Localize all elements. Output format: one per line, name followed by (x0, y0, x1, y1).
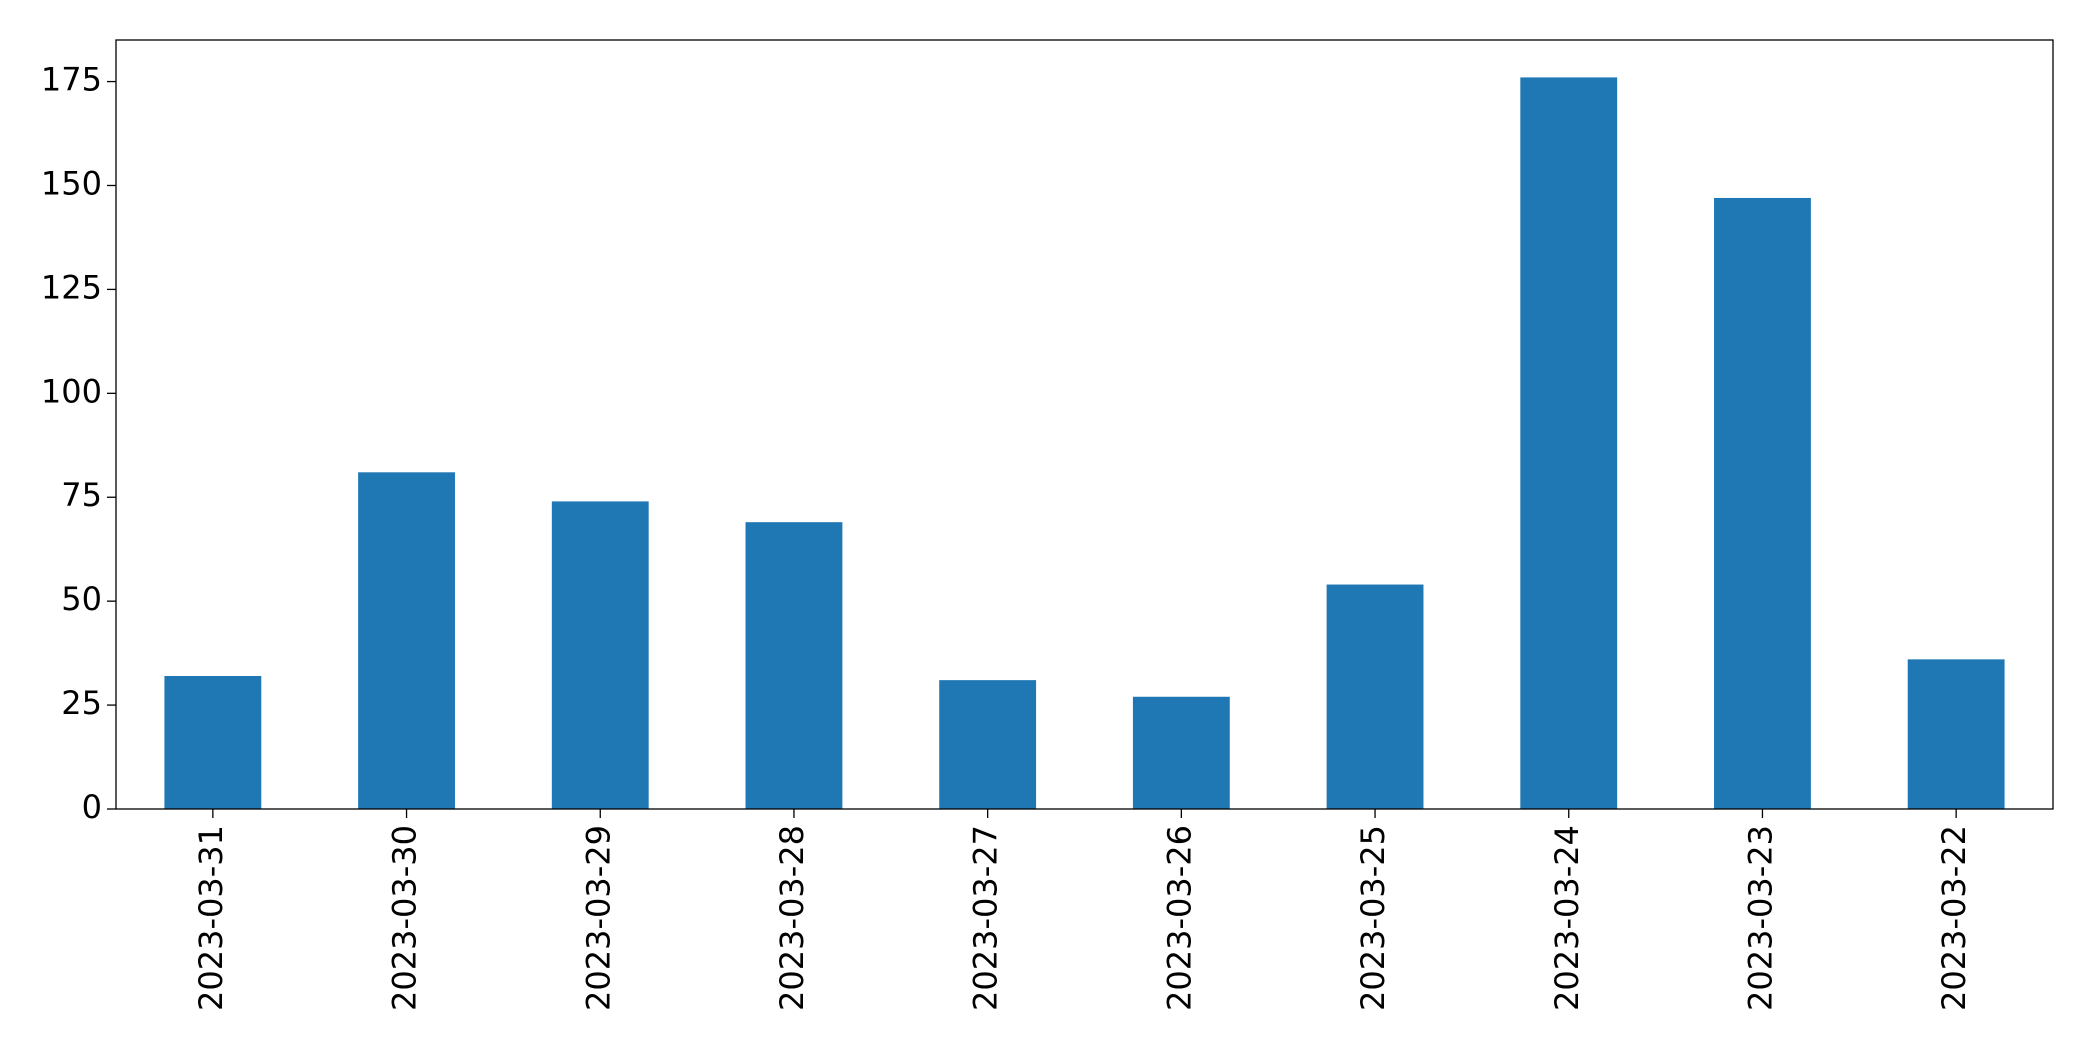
y-tick-label: 150 (41, 164, 102, 202)
x-tick-label: 2023-03-30 (386, 825, 424, 1011)
plot-frame (115, 39, 2054, 810)
bar (1132, 696, 1230, 809)
y-tick-label: 175 (41, 61, 102, 99)
bar (551, 501, 649, 809)
x-tick-label: 2023-03-23 (1741, 825, 1779, 1011)
x-tick-label: 2023-03-25 (1354, 825, 1392, 1011)
bar (1520, 77, 1618, 809)
x-tick-label: 2023-03-24 (1548, 825, 1586, 1011)
x-tick-label: 2023-03-26 (1160, 825, 1198, 1011)
bar (358, 472, 455, 809)
bar (745, 522, 843, 809)
x-tick-label: 2023-03-22 (1935, 825, 1973, 1011)
y-tick-label: 100 (41, 372, 102, 410)
x-tick-label: 2023-03-29 (579, 825, 617, 1011)
y-tick-label: 50 (61, 580, 102, 618)
bar (1714, 197, 1811, 809)
x-tick-label: 2023-03-28 (773, 825, 811, 1011)
bar (1326, 584, 1424, 809)
y-tick-label: 125 (41, 268, 102, 306)
bar (939, 680, 1037, 809)
x-tick-label: 2023-03-27 (967, 825, 1005, 1011)
y-tick-label: 75 (61, 476, 102, 514)
bar (164, 675, 262, 809)
y-tick-label: 25 (61, 684, 102, 722)
bar (1907, 659, 2005, 809)
y-tick-label: 0 (82, 788, 102, 826)
x-tick-label: 2023-03-31 (192, 825, 230, 1011)
